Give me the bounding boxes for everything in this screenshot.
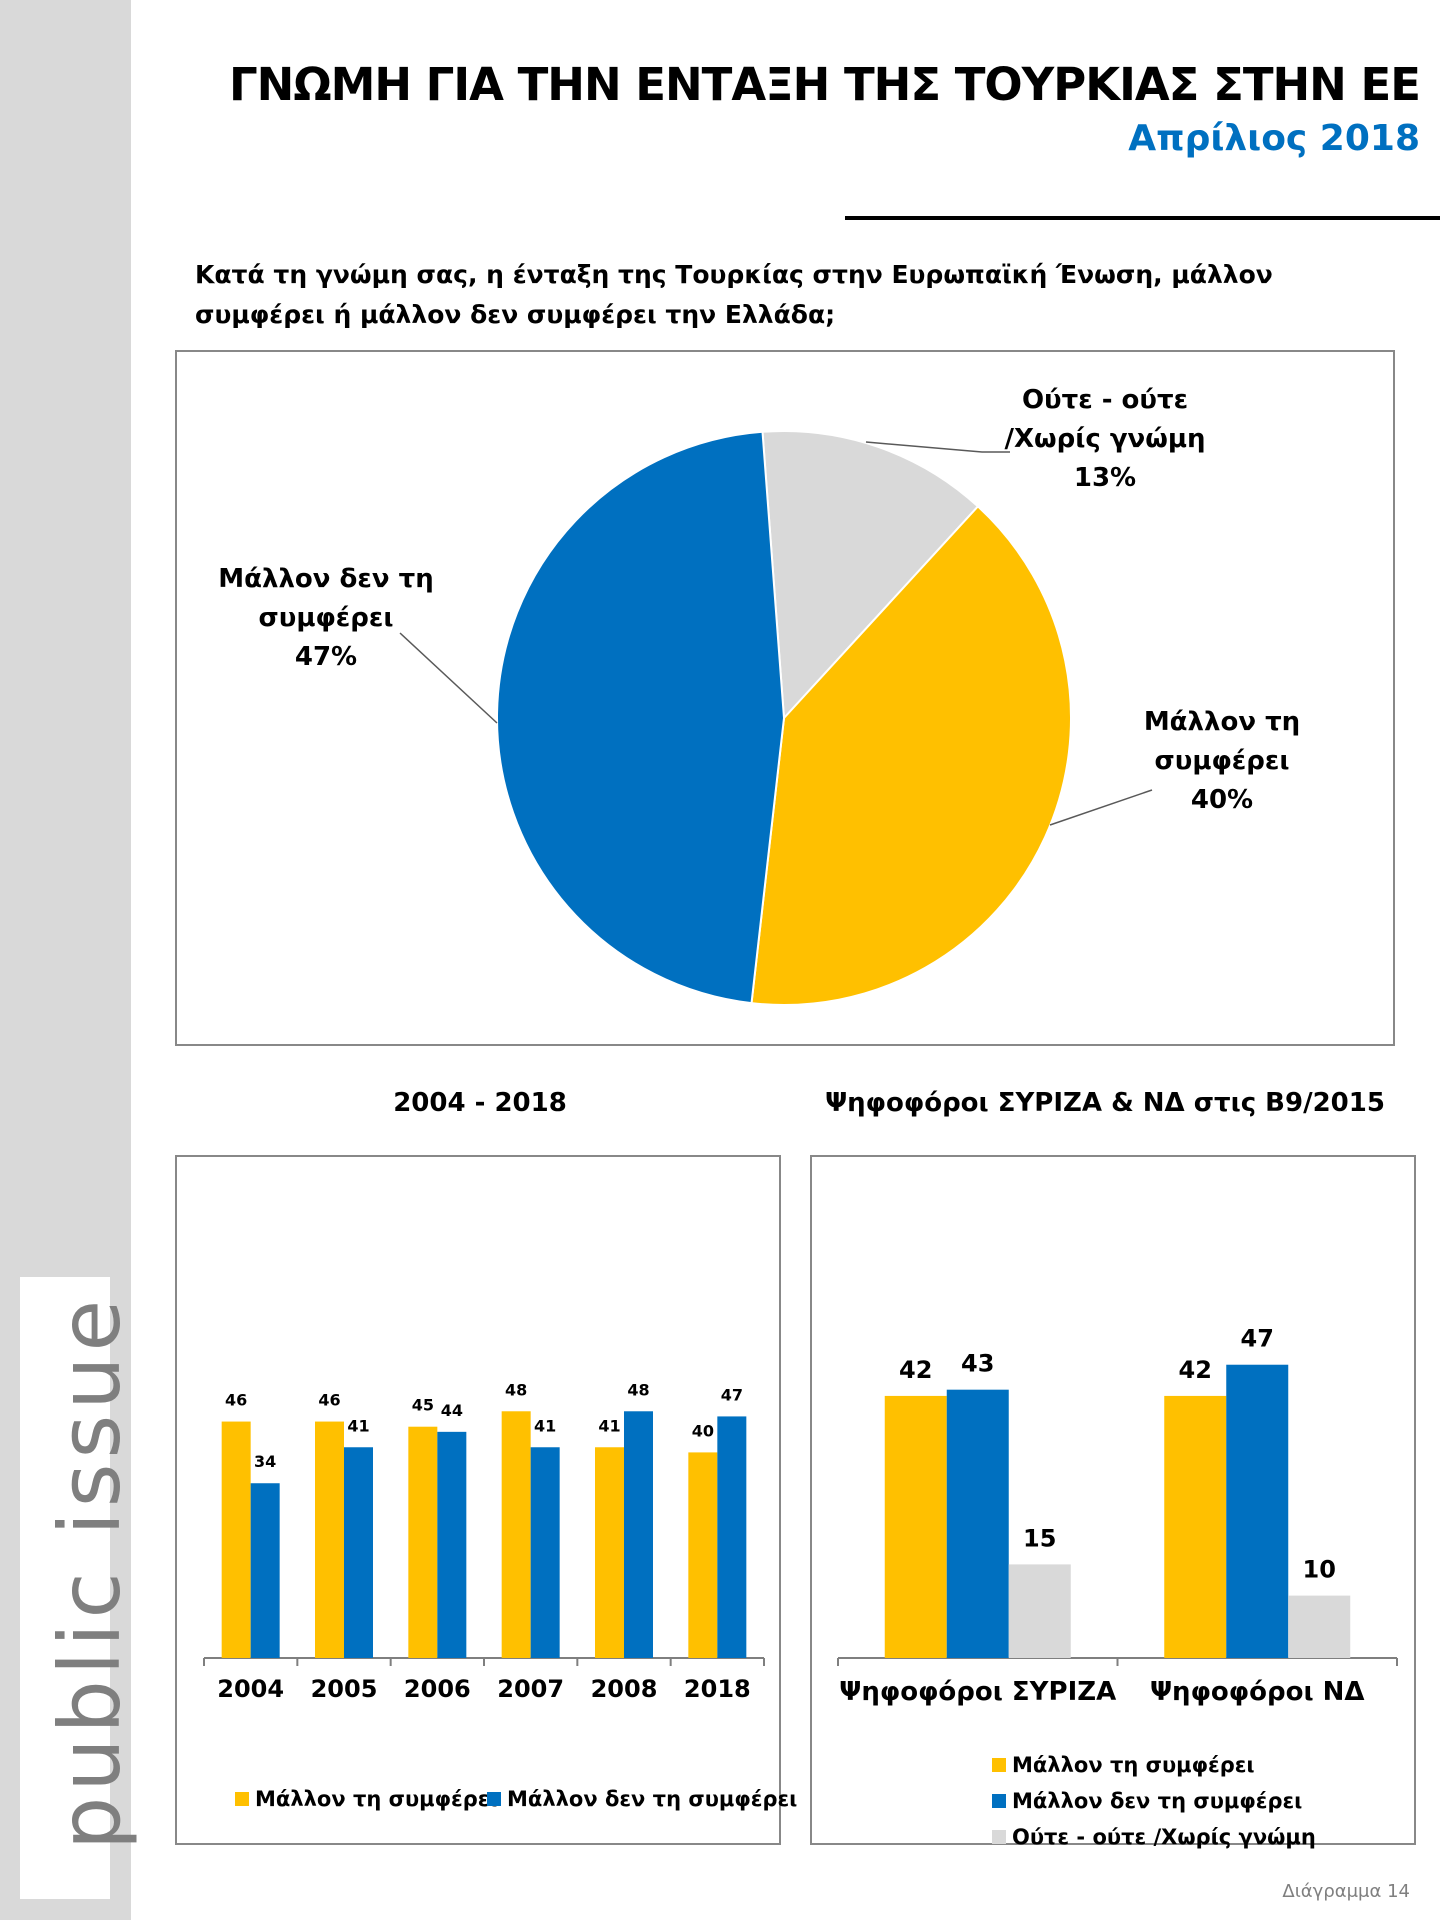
bar-value-label: 40 xyxy=(692,1421,714,1440)
bar xyxy=(717,1416,747,1658)
pie-slice xyxy=(496,430,786,1005)
bar-chart-1-title: 2004 - 2018 xyxy=(393,1088,567,1118)
pie-slice xyxy=(761,430,980,721)
legend-label: Μάλλον δεν τη συμφέρει xyxy=(507,1787,797,1811)
legend-label: Ούτε - ούτε /Χωρίς γνώμη xyxy=(1012,1825,1316,1849)
pie-value-label: 13% xyxy=(1074,463,1136,493)
pie-leader-line xyxy=(399,632,498,724)
bar-value-label: 47 xyxy=(721,1385,743,1404)
bar-value-label: 46 xyxy=(318,1391,340,1410)
bar-value-label: 34 xyxy=(254,1452,276,1471)
bar xyxy=(250,1483,280,1658)
bar xyxy=(595,1447,624,1658)
legend-label: Μάλλον δεν τη συμφέρει xyxy=(1012,1789,1302,1813)
bar-value-label: 41 xyxy=(347,1416,369,1435)
bar-value-label: 10 xyxy=(1303,1556,1336,1584)
x-tick-label: Ψηφοφόροι ΣΥΡΙΖΑ xyxy=(839,1677,1116,1707)
pie-slice-label: συμφέρει xyxy=(1155,746,1290,776)
bar-value-label: 15 xyxy=(1023,1524,1056,1552)
bar xyxy=(437,1431,467,1658)
x-tick-label: 2006 xyxy=(404,1675,471,1703)
footer-label: Διάγραμμα 14 xyxy=(1282,1881,1410,1902)
pie-leader-line xyxy=(1049,789,1153,826)
bar xyxy=(221,1421,251,1658)
title-rule xyxy=(845,216,1440,220)
bar-value-label: 48 xyxy=(505,1380,527,1399)
pie-slice-label: Μάλλον τη xyxy=(1144,707,1300,737)
x-tick-label: 2007 xyxy=(497,1675,564,1703)
bar xyxy=(1226,1364,1289,1658)
bar-value-label: 46 xyxy=(225,1391,247,1410)
legend-label: Μάλλον τη συμφέρει xyxy=(1012,1753,1255,1777)
legend-swatch xyxy=(992,1758,1006,1772)
pie-slice-label: /Χωρίς γνώμη xyxy=(1004,424,1205,454)
bar xyxy=(530,1447,560,1658)
pie-value-label: 47% xyxy=(295,642,357,672)
bar xyxy=(1008,1564,1071,1658)
bar-value-label: 43 xyxy=(961,1350,994,1378)
legend-swatch xyxy=(992,1794,1006,1808)
legend-label: Μάλλον τη συμφέρει xyxy=(255,1787,498,1811)
bar-value-label: 47 xyxy=(1241,1325,1274,1353)
survey-question: Κατά τη γνώμη σας, η ένταξη της Τουρκίας… xyxy=(195,260,1273,329)
bar xyxy=(946,1389,1009,1658)
bar xyxy=(344,1447,373,1658)
bar-value-label: 41 xyxy=(598,1416,620,1435)
x-tick-label: Ψηφοφόροι ΝΔ xyxy=(1150,1677,1365,1707)
brand-panel xyxy=(20,1277,110,1899)
page-title: ΓΝΩΜΗ ΓΙΑ ΤΗΝ ΕΝΤΑΞΗ ΤΗΣ ΤΟΥΡΚΙΑΣ ΣΤΗΝ Ε… xyxy=(228,58,1421,111)
bar xyxy=(315,1421,344,1658)
legend-swatch xyxy=(487,1792,501,1806)
legend-swatch xyxy=(235,1792,249,1806)
x-tick-label: 2005 xyxy=(311,1675,378,1703)
bar xyxy=(1288,1595,1351,1658)
page-subtitle: Απρίλιος 2018 xyxy=(1128,118,1420,159)
pie-slice-label: συμφέρει xyxy=(259,603,394,633)
bar xyxy=(1164,1395,1227,1658)
bar-value-label: 42 xyxy=(899,1356,932,1384)
bar-chart-2-title: Ψηφοφόροι ΣΥΡΙΖΑ & ΝΔ στις Β9/2015 xyxy=(825,1088,1385,1118)
bar-value-label: 41 xyxy=(534,1416,556,1435)
bar-value-label: 44 xyxy=(441,1401,463,1420)
pie-leader-line xyxy=(865,441,1010,453)
bar xyxy=(408,1426,438,1658)
bar-value-label: 48 xyxy=(627,1380,649,1399)
x-tick-label: 2018 xyxy=(684,1675,751,1703)
bar xyxy=(624,1411,653,1658)
pie-value-label: 40% xyxy=(1191,785,1253,815)
x-tick-label: 2008 xyxy=(591,1675,658,1703)
pie-slice-label: Μάλλον δεν τη xyxy=(218,564,433,594)
bar-value-label: 42 xyxy=(1179,1356,1212,1384)
x-tick-label: 2004 xyxy=(217,1675,284,1703)
pie-slice xyxy=(750,504,1072,1006)
bar-value-label: 45 xyxy=(412,1396,434,1415)
bar xyxy=(884,1395,947,1658)
legend-swatch xyxy=(992,1830,1006,1844)
pie-slice-label: Ούτε - ούτε xyxy=(1022,385,1188,415)
bar xyxy=(501,1411,531,1658)
bar xyxy=(688,1452,718,1658)
